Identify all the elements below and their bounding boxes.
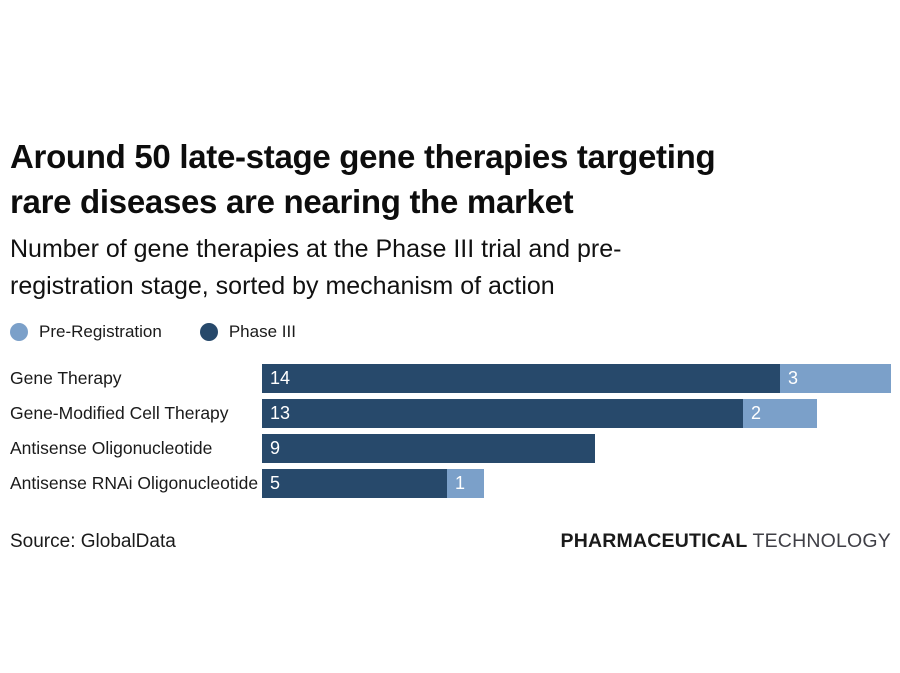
chart-row: Antisense RNAi Oligonucleotide 5 1	[10, 469, 891, 498]
pre-registration-dot-icon	[10, 323, 28, 341]
legend-item-pre-registration: Pre-Registration	[10, 322, 162, 342]
bar-track: 9	[262, 434, 891, 463]
legend-item-phase-iii: Phase III	[199, 322, 296, 342]
title-line-2: rare diseases are nearing the market	[10, 183, 574, 220]
pre-registration-bar-segment: 1	[447, 469, 484, 498]
subtitle-line-1: Number of gene therapies at the Phase II…	[10, 235, 622, 263]
pre-registration-bar-segment: 3	[780, 364, 891, 393]
value-label: 9	[270, 438, 281, 458]
value-label: 3	[788, 368, 799, 388]
value-label: 2	[751, 403, 762, 423]
page-title: Around 50 late-stage gene therapies targ…	[10, 134, 891, 224]
phase-iii-bar-segment: 5	[262, 469, 447, 498]
logo-light-text: TECHNOLOGY	[752, 530, 891, 552]
chart-subtitle: Number of gene therapies at the Phase II…	[10, 231, 891, 301]
logo-bold-text: PHARMACEUTICAL	[560, 530, 748, 552]
title-line-1: Around 50 late-stage gene therapies targ…	[10, 138, 716, 175]
value-label: 1	[455, 473, 466, 493]
bar-track: 13 2	[262, 399, 891, 428]
source-text: Source: GlobalData	[10, 531, 176, 552]
footer: Source: GlobalData PHARMACEUTICAL TECHNOL…	[10, 530, 891, 553]
category-label: Antisense Oligonucleotide	[10, 438, 213, 458]
phase-iii-bar-segment: 13	[262, 399, 743, 428]
category-label: Antisense RNAi Oligonucleotide	[10, 473, 259, 493]
bar-chart: Gene Therapy 14 3 Gene-Modified Cell Therap…	[10, 364, 891, 498]
value-label: 14	[270, 368, 291, 388]
phase-iii-bar-segment: 14	[262, 364, 780, 393]
legend-label: Phase III	[228, 322, 296, 341]
phase-iii-dot-icon	[199, 323, 218, 341]
pharmaceutical-technology-logo: PHARMACEUTICAL TECHNOLOGY	[561, 530, 892, 553]
chart-row: Antisense Oligonucleotide 9	[10, 434, 891, 463]
chart-legend: Pre-Registration Phase III	[10, 322, 891, 342]
chart-row: Gene Therapy 14 3	[10, 364, 891, 393]
legend-label: Pre-Registration	[39, 322, 162, 341]
subtitle-line-2: registration stage, sorted by mechanism …	[10, 272, 555, 300]
category-label: Gene Therapy	[10, 368, 122, 388]
phase-iii-bar-segment: 9	[262, 434, 595, 463]
value-label: 5	[270, 473, 281, 493]
category-label: Gene-Modified Cell Therapy	[10, 403, 229, 423]
value-label: 13	[270, 403, 291, 423]
chart-row: Gene-Modified Cell Therapy 13 2	[10, 399, 891, 428]
bar-track: 14 3	[262, 364, 891, 393]
pre-registration-bar-segment: 2	[743, 399, 817, 428]
